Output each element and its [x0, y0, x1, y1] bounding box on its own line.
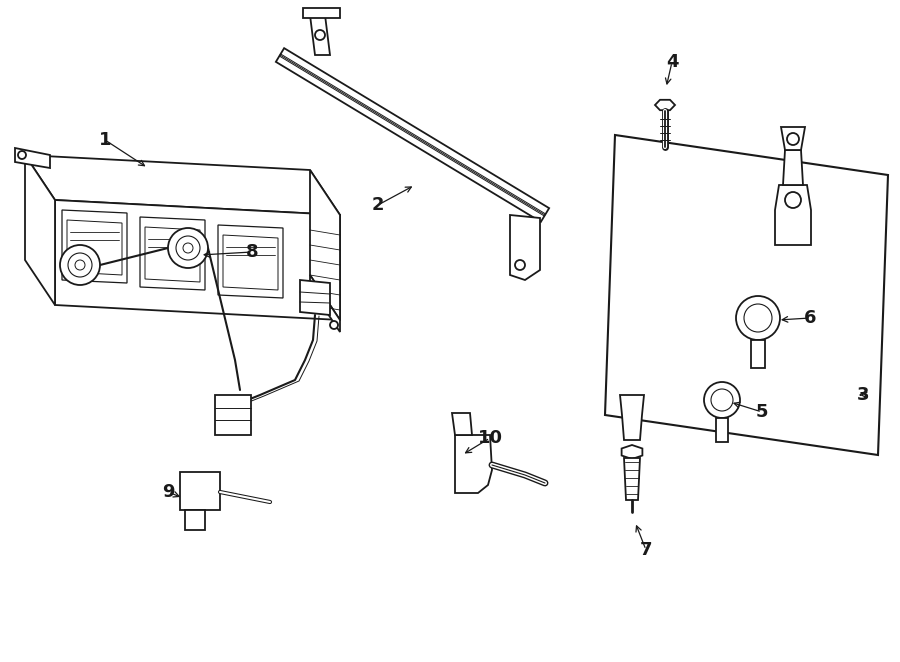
- Circle shape: [711, 389, 733, 411]
- Text: 6: 6: [804, 309, 816, 327]
- Text: 9: 9: [162, 483, 175, 501]
- Circle shape: [736, 296, 780, 340]
- Circle shape: [18, 151, 26, 159]
- Text: 2: 2: [372, 196, 384, 214]
- Polygon shape: [62, 210, 127, 283]
- Text: 10: 10: [478, 429, 502, 447]
- Polygon shape: [775, 185, 811, 245]
- Polygon shape: [185, 510, 205, 530]
- Polygon shape: [510, 215, 540, 280]
- Polygon shape: [15, 148, 50, 168]
- Text: 5: 5: [756, 403, 769, 421]
- Text: 8: 8: [246, 243, 258, 261]
- Circle shape: [704, 382, 740, 418]
- Polygon shape: [624, 458, 640, 500]
- Polygon shape: [145, 227, 200, 282]
- Polygon shape: [783, 150, 803, 185]
- Polygon shape: [452, 413, 472, 435]
- Polygon shape: [716, 418, 728, 442]
- Circle shape: [515, 260, 525, 270]
- Polygon shape: [25, 155, 55, 305]
- Polygon shape: [218, 225, 283, 298]
- Circle shape: [75, 260, 85, 270]
- Text: 4: 4: [666, 53, 679, 71]
- Circle shape: [60, 245, 100, 285]
- Polygon shape: [455, 435, 492, 493]
- Circle shape: [168, 228, 208, 268]
- Text: 1: 1: [99, 131, 112, 149]
- Polygon shape: [300, 280, 330, 315]
- Text: 3: 3: [857, 386, 869, 404]
- Circle shape: [330, 321, 338, 329]
- Polygon shape: [67, 220, 122, 275]
- Text: 7: 7: [640, 541, 652, 559]
- Polygon shape: [180, 472, 220, 510]
- Circle shape: [68, 253, 92, 277]
- Circle shape: [183, 243, 193, 253]
- Circle shape: [315, 30, 325, 40]
- Polygon shape: [781, 127, 805, 150]
- Polygon shape: [303, 8, 340, 18]
- Polygon shape: [223, 235, 278, 290]
- Circle shape: [787, 133, 799, 145]
- Polygon shape: [310, 15, 330, 55]
- Circle shape: [176, 236, 200, 260]
- Polygon shape: [55, 200, 340, 320]
- Polygon shape: [140, 217, 205, 290]
- Polygon shape: [751, 340, 765, 368]
- Polygon shape: [605, 135, 888, 455]
- Polygon shape: [310, 170, 340, 320]
- Polygon shape: [25, 155, 340, 215]
- Circle shape: [744, 304, 772, 332]
- Polygon shape: [310, 275, 340, 332]
- Polygon shape: [276, 48, 549, 222]
- Polygon shape: [655, 100, 675, 110]
- Polygon shape: [620, 395, 644, 440]
- Circle shape: [785, 192, 801, 208]
- Polygon shape: [622, 445, 643, 459]
- Polygon shape: [215, 395, 251, 435]
